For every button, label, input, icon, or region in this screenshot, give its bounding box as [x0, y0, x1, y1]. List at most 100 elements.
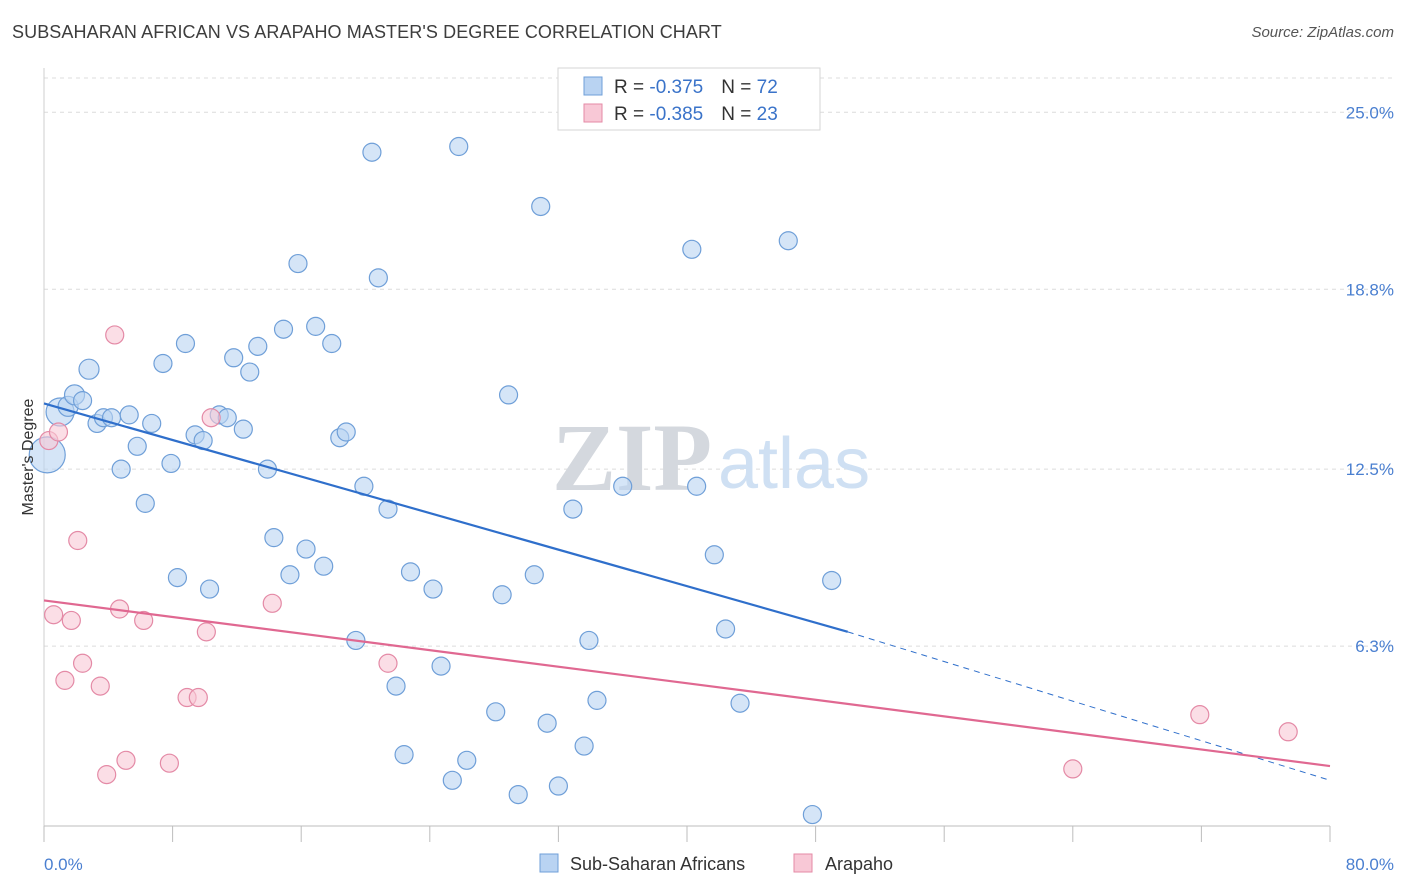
sub-saharan-point-11: [135, 493, 155, 513]
watermark-atlas: atlas: [718, 424, 870, 504]
sub-saharan-point-70: [822, 570, 842, 591]
sub-saharan-point-16: [175, 333, 196, 354]
sub-saharan-point-61: [587, 690, 607, 710]
sub-saharan-point-9: [119, 405, 139, 425]
sub-saharan-point-66: [715, 619, 736, 639]
sub-saharan-point-59: [574, 736, 594, 756]
watermark-zip: ZIP: [552, 404, 712, 511]
sub-saharan-trend-extension: [847, 631, 1331, 781]
series-legend: Sub-Saharan Africans Arapaho: [539, 853, 893, 874]
series-legend-swatch-pink: [793, 853, 813, 873]
sub-saharan-point-27: [264, 528, 284, 548]
y-tick-label-0: 6.3%: [1355, 637, 1394, 656]
x-tick-label-max: 80.0%: [1346, 855, 1394, 874]
sub-saharan-point-12: [142, 413, 162, 434]
arapaho-point-8: [97, 765, 117, 785]
sub-saharan-point-25: [248, 336, 268, 356]
sub-saharan-point-40: [368, 268, 388, 288]
sub-saharan-point-48: [449, 136, 469, 157]
sub-saharan-point-29: [280, 565, 300, 585]
sub-saharan-point-34: [322, 333, 342, 354]
y-tick-labels: 6.3% 12.5% 18.8% 25.0%: [1346, 103, 1394, 656]
sub-saharan-point-19: [199, 579, 220, 599]
legend-row-blue: R = -0.375 N = 72: [614, 77, 778, 98]
sub-saharan-point-24: [240, 362, 260, 382]
y-axis-label: Master's Degree: [20, 398, 37, 515]
sub-saharan-point-14: [161, 453, 181, 474]
sub-saharan-point-21: [217, 408, 237, 428]
sub-saharan-trend-line: [43, 402, 849, 633]
arapaho-point-20: [1063, 759, 1083, 779]
arapaho-point-18: [262, 593, 282, 613]
arapaho-point-15: [188, 687, 208, 708]
arapaho-point-11: [116, 750, 136, 770]
sub-saharan-point-49: [457, 750, 477, 770]
sub-saharan-point-65: [704, 545, 724, 565]
arapaho-trend-line: [43, 599, 1331, 768]
sub-saharan-point-44: [400, 562, 421, 582]
arapaho-point-5: [68, 530, 88, 551]
series-arapaho: [39, 325, 1298, 785]
sub-saharan-point-23: [233, 419, 253, 439]
y-tick-label-2: 18.8%: [1346, 280, 1394, 299]
series-legend-swatch-blue: [539, 853, 559, 873]
legend-swatch-blue: [583, 76, 603, 96]
legend-row-pink: R = -0.385 N = 23: [614, 104, 778, 125]
arapaho-point-19: [378, 653, 398, 673]
sub-saharan-point-57: [548, 776, 569, 796]
x-tick-labels: 0.0% 80.0%: [44, 855, 1394, 874]
sub-saharan-point-64: [687, 476, 707, 496]
sub-saharan-point-51: [492, 585, 512, 605]
arapaho-point-7: [90, 676, 110, 696]
sub-saharan-point-45: [423, 579, 443, 599]
arapaho-point-9: [105, 325, 125, 345]
sub-saharan-point-31: [296, 539, 316, 559]
sub-saharan-point-36: [336, 422, 356, 442]
watermark: ZIP atlas: [552, 404, 870, 511]
arapaho-point-2: [44, 605, 64, 625]
sub-saharan-point-43: [394, 745, 414, 765]
legend-swatch-pink: [583, 103, 603, 123]
series-legend-label-blue: Sub-Saharan Africans: [570, 854, 745, 874]
sub-saharan-point-32: [306, 316, 326, 336]
sub-saharan-point-13: [153, 353, 173, 374]
arapaho-point-17: [201, 408, 221, 428]
sub-saharan-point-58: [563, 499, 583, 519]
arapaho-point-21: [1190, 705, 1210, 725]
sub-saharan-point-53: [508, 784, 528, 805]
sub-saharan-point-69: [802, 804, 822, 825]
sub-saharan-point-4: [78, 358, 100, 380]
arapaho-point-22: [1278, 722, 1298, 742]
sub-saharan-point-52: [498, 385, 519, 405]
series-legend-label-pink: Arapaho: [825, 854, 893, 874]
sub-saharan-point-50: [486, 702, 506, 722]
sub-saharan-point-47: [442, 770, 462, 790]
sub-saharan-point-71: [72, 391, 93, 411]
sub-saharan-point-28: [273, 319, 294, 339]
sub-saharan-point-68: [778, 231, 798, 251]
arapaho-point-12: [134, 610, 154, 631]
series-sub-saharan-africans: [28, 136, 842, 825]
source-credit: Source: ZipAtlas.com: [1251, 24, 1394, 41]
sub-saharan-point-54: [524, 565, 544, 585]
sub-saharan-point-42: [386, 676, 406, 696]
sub-saharan-point-30: [288, 253, 308, 274]
sub-saharan-point-63: [682, 239, 702, 259]
arapaho-point-6: [72, 653, 93, 673]
sub-saharan-point-67: [730, 693, 750, 713]
sub-saharan-point-55: [531, 196, 551, 217]
arapaho-point-13: [159, 753, 179, 773]
sub-saharan-point-15: [167, 568, 188, 588]
sub-saharan-point-22: [224, 348, 244, 368]
sub-saharan-point-10: [127, 436, 147, 456]
trend-lines: [43, 402, 1331, 781]
sub-saharan-point-62: [613, 476, 633, 496]
y-tick-label-1: 12.5%: [1346, 460, 1394, 479]
sub-saharan-point-33: [314, 556, 334, 576]
stats-legend: R = -0.375 N = 72 R = -0.385 N = 23: [557, 67, 821, 131]
x-tick-label-min: 0.0%: [44, 855, 83, 874]
chart-title: SUBSAHARAN AFRICAN VS ARAPAHO MASTER'S D…: [12, 22, 722, 42]
sub-saharan-point-39: [362, 142, 382, 162]
arapaho-point-16: [196, 622, 216, 642]
